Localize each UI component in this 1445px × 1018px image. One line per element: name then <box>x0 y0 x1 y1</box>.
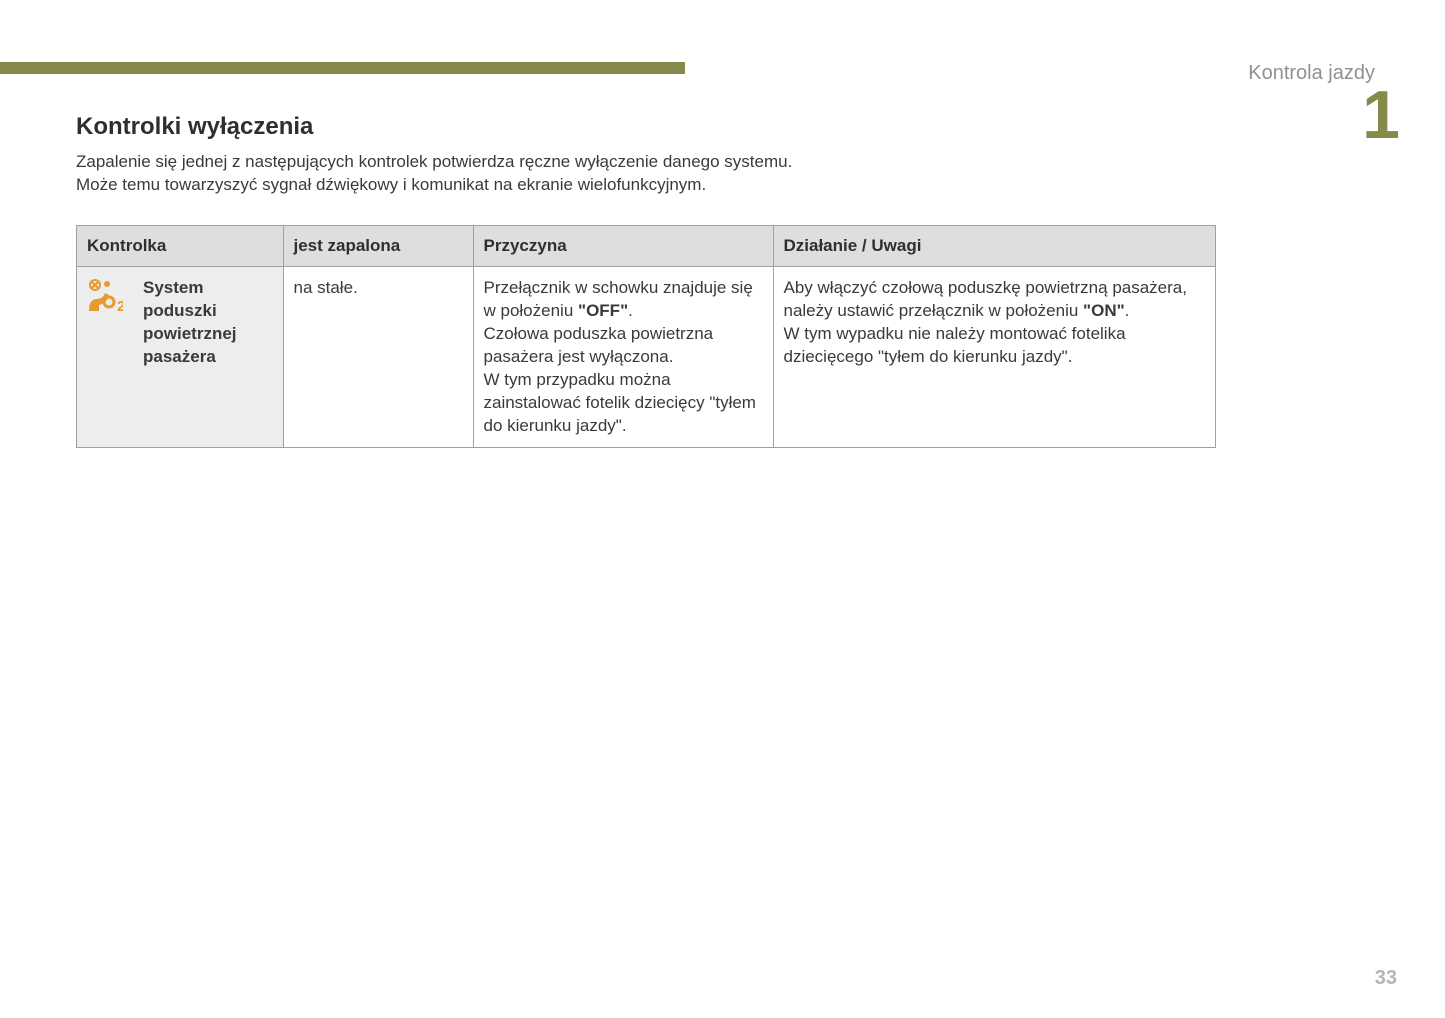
cause-line-2: Czołowa poduszka powietrzna pasażera jes… <box>484 324 714 366</box>
main-content: Kontrolki wyłączenia Zapalenie się jedne… <box>76 113 1216 448</box>
col-header-action: Działanie / Uwagi <box>773 225 1216 266</box>
top-accent-bar <box>0 62 685 74</box>
warning-cause: Przełącznik w schowku znajduje się w poł… <box>473 266 773 448</box>
col-header-cause: Przyczyna <box>473 225 773 266</box>
passenger-airbag-off-icon: 2 <box>87 277 123 313</box>
warning-name: System poduszki powietrznej pasażera <box>133 266 283 448</box>
icon-cell: 2 <box>77 266 134 448</box>
cause-off-bold: "OFF" <box>578 301 628 320</box>
table-row: 2 System poduszki powietrznej pasażera n… <box>77 266 1216 448</box>
svg-text:2: 2 <box>117 298 123 313</box>
section-title: Kontrolki wyłączenia <box>76 113 1216 141</box>
action-on-bold: "ON" <box>1083 301 1125 320</box>
warning-state: na stałe. <box>283 266 473 448</box>
cause-text-post: . <box>628 301 633 320</box>
col-header-state: jest zapalona <box>283 225 473 266</box>
cause-line-3: W tym przypadku można zainstalować fotel… <box>484 370 756 435</box>
chapter-number: 1 <box>1362 92 1400 140</box>
warning-action: Aby włączyć czołową poduszkę powietrzną … <box>773 266 1216 448</box>
intro-text: Zapalenie się jednej z następujących kon… <box>76 151 1216 197</box>
page-number: 33 <box>1375 967 1397 990</box>
action-line-2: W tym wypadku nie należy montować foteli… <box>784 324 1126 366</box>
warning-lights-table: Kontrolka jest zapalona Przyczyna Działa… <box>76 225 1216 449</box>
intro-line-2: Może temu towarzyszyć sygnał dźwiękowy i… <box>76 175 706 194</box>
table-header-row: Kontrolka jest zapalona Przyczyna Działa… <box>77 225 1216 266</box>
col-header-kontrolka: Kontrolka <box>77 225 284 266</box>
chapter-label: Kontrola jazdy <box>1248 62 1375 85</box>
intro-line-1: Zapalenie się jednej z następujących kon… <box>76 152 792 171</box>
action-text-post: . <box>1125 301 1130 320</box>
